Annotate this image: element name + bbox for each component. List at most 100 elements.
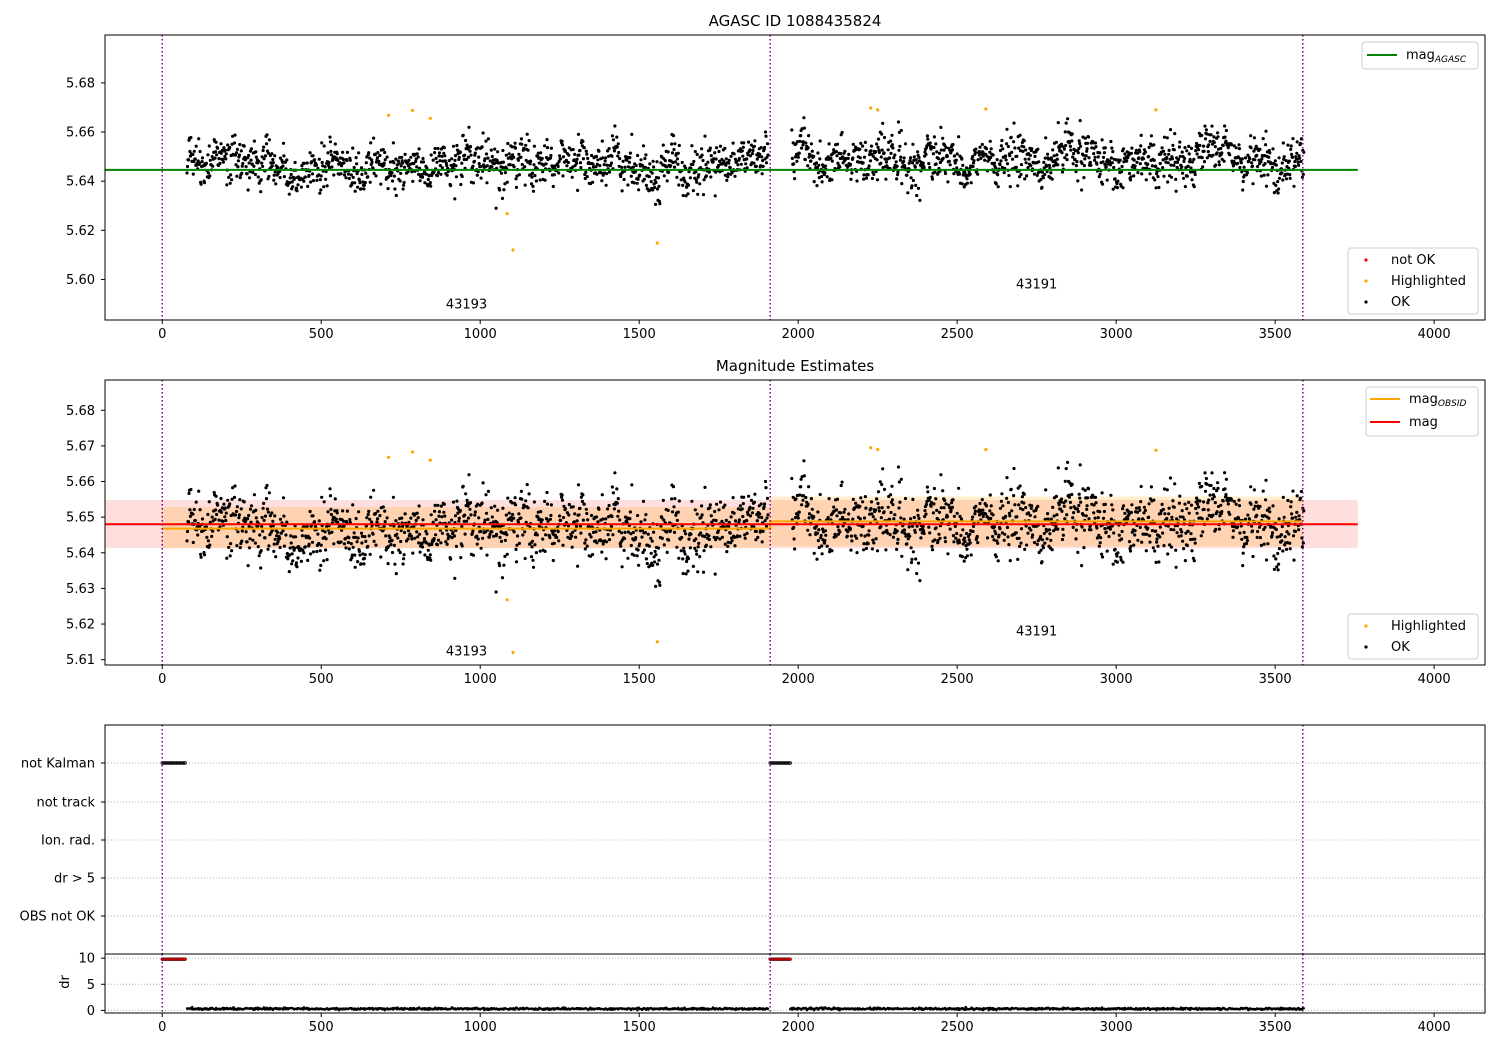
- ok-point: [273, 514, 277, 518]
- ok-point: [863, 534, 867, 538]
- ok-point: [655, 562, 660, 566]
- ok-point: [372, 136, 376, 140]
- ok-point: [1110, 503, 1114, 507]
- ok-point: [962, 559, 966, 563]
- ok-point: [854, 145, 858, 149]
- ok-point: [1254, 500, 1258, 504]
- ok-point: [300, 534, 304, 538]
- ok-point: [964, 166, 969, 170]
- ok-point: [676, 510, 680, 514]
- ok-point: [802, 126, 807, 130]
- ok-point: [1012, 140, 1016, 144]
- ok-point: [691, 189, 696, 193]
- ok-point: [1280, 524, 1284, 529]
- ok-point: [1109, 156, 1113, 160]
- ok-point: [406, 529, 411, 533]
- ok-point: [320, 495, 324, 499]
- ok-point: [1165, 516, 1169, 521]
- ok-point: [740, 507, 744, 511]
- y-tick-label: 5.63: [66, 582, 95, 597]
- ok-point: [1043, 541, 1047, 545]
- ok-point: [814, 161, 819, 165]
- ok-point: [1050, 548, 1054, 552]
- y-tick-label: 5.60: [66, 273, 95, 288]
- ok-point: [1014, 165, 1018, 169]
- ok-point: [379, 182, 383, 186]
- ok-point: [1078, 119, 1082, 123]
- ok-point: [968, 172, 972, 176]
- ok-point: [459, 182, 463, 187]
- ok-point: [291, 185, 295, 189]
- ok-point: [600, 493, 604, 497]
- ok-point: [978, 501, 982, 506]
- ok-point: [532, 163, 536, 167]
- ok-point: [806, 502, 810, 506]
- ok-point: [651, 159, 655, 163]
- ok-point: [1062, 504, 1066, 508]
- ok-point: [846, 156, 850, 160]
- ok-point: [930, 548, 935, 552]
- ok-point: [796, 516, 800, 520]
- ok-point: [1115, 186, 1119, 190]
- ok-point: [402, 180, 406, 185]
- ok-point: [1150, 164, 1154, 168]
- ok-point: [238, 546, 242, 550]
- ok-point: [505, 552, 509, 556]
- ok-point: [1010, 150, 1014, 154]
- ok-point: [323, 530, 327, 534]
- ok-point: [1100, 182, 1105, 186]
- ok-point: [1054, 494, 1058, 498]
- ok-point: [708, 503, 712, 507]
- ok-point: [504, 513, 508, 517]
- ok-point: [477, 516, 481, 520]
- ok-point: [1202, 144, 1206, 148]
- ok-point: [290, 180, 294, 184]
- ok-point: [1022, 501, 1026, 505]
- ok-point: [881, 121, 885, 125]
- ok-point: [479, 176, 483, 180]
- ok-point: [1056, 163, 1060, 167]
- ok-point: [663, 159, 667, 163]
- ok-point: [802, 459, 806, 463]
- ok-point: [599, 171, 603, 175]
- ok-point: [753, 492, 757, 496]
- ok-point: [1297, 528, 1301, 532]
- ok-point: [341, 157, 346, 162]
- ok-point: [994, 532, 998, 536]
- ok-point: [681, 557, 685, 561]
- ok-point: [454, 175, 458, 179]
- ok-point: [489, 148, 493, 152]
- ok-point: [613, 124, 617, 128]
- ok-point: [351, 146, 355, 150]
- ok-point: [1199, 534, 1203, 538]
- ok-point: [1198, 499, 1202, 503]
- ok-point: [1187, 152, 1191, 156]
- ok-point: [683, 552, 687, 556]
- ok-point: [411, 551, 415, 555]
- ok-point: [445, 163, 449, 168]
- ok-point: [912, 155, 916, 159]
- ok-point: [1086, 487, 1091, 491]
- ok-point: [1171, 499, 1175, 503]
- ok-point: [626, 165, 631, 169]
- ok-point: [1212, 135, 1216, 139]
- ok-point: [1293, 160, 1297, 164]
- ok-point: [653, 549, 657, 554]
- ok-point: [372, 171, 376, 175]
- ok-point: [192, 160, 196, 164]
- ok-point: [527, 492, 531, 496]
- ok-point: [1047, 163, 1051, 167]
- ok-point: [1181, 539, 1185, 543]
- ok-point: [526, 506, 530, 510]
- obsid-label: 43193: [446, 297, 487, 312]
- ok-point: [1148, 534, 1152, 538]
- ok-point: [532, 500, 537, 504]
- ok-point: [1095, 536, 1099, 540]
- ok-point: [1068, 144, 1072, 148]
- ok-point: [334, 517, 338, 521]
- ok-point: [733, 174, 737, 178]
- ok-point: [989, 516, 993, 521]
- ok-point: [858, 517, 862, 521]
- ok-point: [686, 192, 690, 196]
- ok-point: [743, 536, 747, 540]
